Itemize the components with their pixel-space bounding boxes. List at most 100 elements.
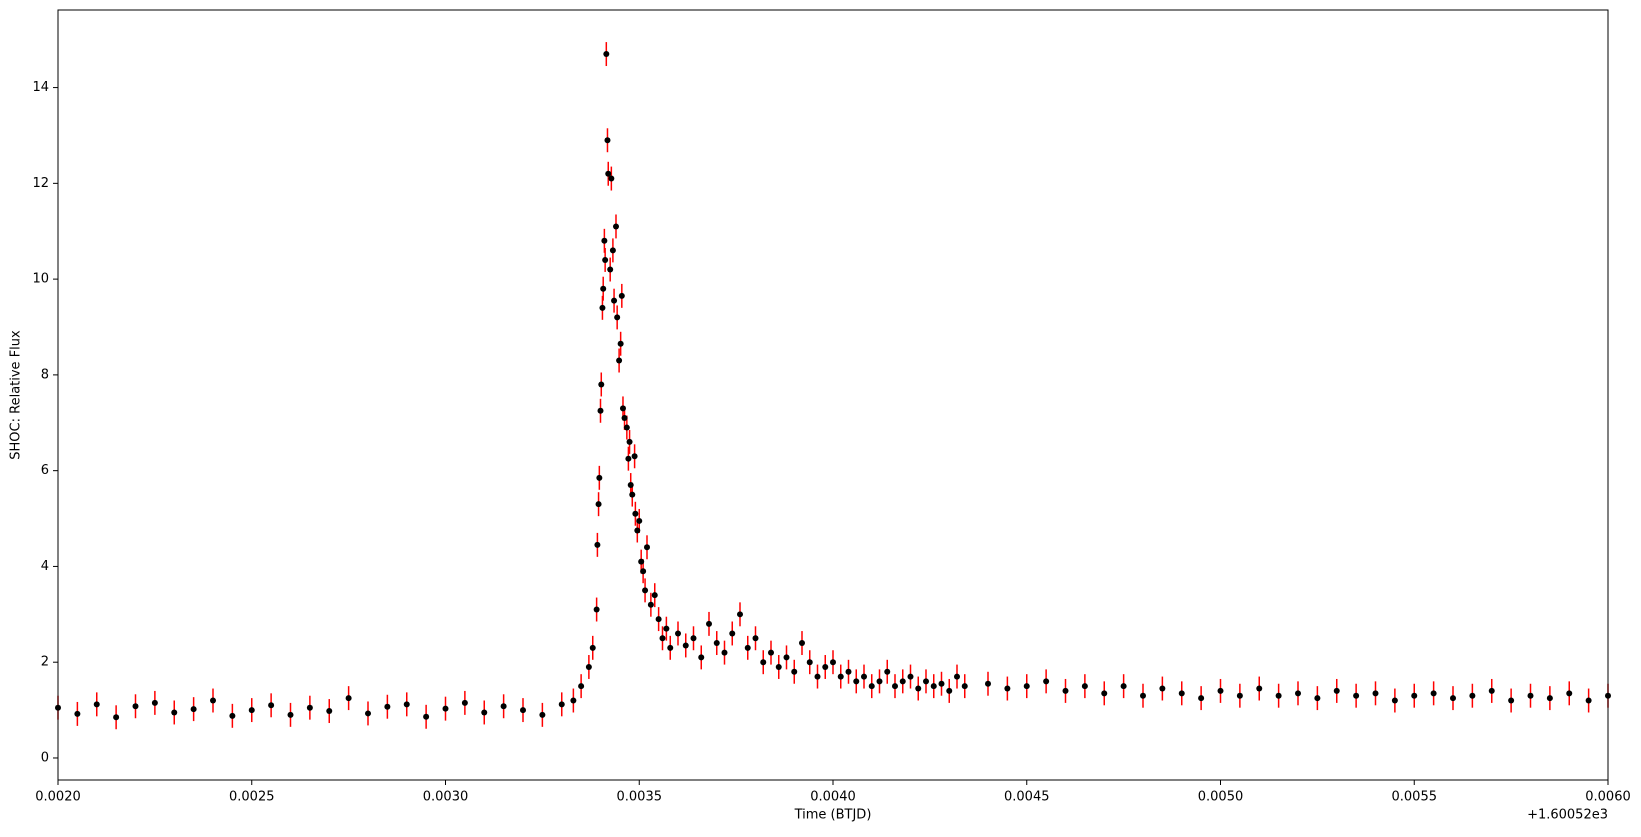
data-point: [625, 455, 632, 462]
data-point: [1081, 683, 1088, 690]
data-point: [629, 491, 636, 498]
data-point: [1333, 687, 1340, 694]
data-point: [923, 678, 929, 685]
data-point: [1101, 690, 1108, 697]
x-axis-label: Time (BTJD): [794, 808, 872, 823]
data-point: [752, 635, 759, 642]
data-point: [423, 713, 430, 720]
data-point: [806, 659, 813, 666]
data-point: [1391, 697, 1398, 704]
data-point: [608, 175, 615, 182]
data-point: [365, 710, 371, 717]
data-point: [609, 247, 616, 254]
data-point: [585, 663, 592, 670]
data-point: [229, 712, 236, 719]
y-axis-label: SHOC: Relative Flux: [9, 330, 24, 460]
data-point: [1353, 692, 1360, 699]
data-point: [675, 630, 681, 637]
data-point: [442, 705, 449, 712]
data-point: [634, 527, 641, 534]
data-point: [345, 695, 352, 702]
x-tick-label: 0.0045: [1004, 790, 1050, 805]
data-point: [597, 407, 604, 414]
y-tick-label: 14: [32, 80, 49, 95]
data-point: [961, 683, 968, 690]
data-point: [783, 654, 790, 661]
data-point: [706, 620, 712, 627]
data-point: [596, 474, 603, 481]
data-point: [1217, 687, 1224, 694]
data-point: [632, 510, 639, 517]
data-point: [737, 611, 743, 618]
data-point: [210, 697, 216, 704]
data-point: [1062, 687, 1069, 694]
data-point: [481, 709, 488, 716]
data-point: [626, 438, 633, 445]
data-point: [985, 680, 991, 687]
data-point: [607, 266, 614, 273]
data-point: [768, 649, 774, 656]
data-point: [636, 517, 643, 524]
data-point: [616, 357, 623, 364]
data-point: [698, 654, 705, 661]
data-point: [760, 659, 767, 666]
x-tick-label: 0.0030: [423, 790, 469, 805]
y-tick-label: 6: [41, 463, 49, 478]
data-point: [618, 292, 625, 299]
data-point: [500, 703, 507, 710]
data-point: [915, 685, 922, 692]
data-point: [1527, 692, 1534, 699]
data-point: [1295, 690, 1301, 697]
data-point: [627, 482, 634, 489]
data-point: [631, 453, 638, 460]
data-point: [799, 640, 805, 647]
data-point: [248, 707, 255, 714]
data-point: [651, 592, 658, 599]
data-point: [326, 708, 333, 715]
data-point: [539, 711, 546, 718]
data-point: [642, 587, 649, 594]
data-point: [884, 668, 891, 675]
data-point: [403, 701, 410, 708]
data-point: [74, 710, 81, 717]
data-point: [461, 699, 468, 706]
data-point: [822, 663, 829, 670]
data-point: [814, 673, 821, 680]
data-point: [1256, 685, 1263, 692]
data-point: [1450, 695, 1456, 702]
x-tick-label: 0.0025: [229, 790, 275, 805]
data-point: [611, 297, 618, 304]
data-point: [520, 707, 526, 714]
data-point: [853, 678, 860, 685]
data-point: [690, 635, 697, 642]
y-tick-label: 8: [41, 367, 49, 382]
data-point: [1178, 690, 1185, 697]
data-point: [600, 285, 607, 292]
data-point: [594, 541, 601, 548]
x-tick-label: 0.0035: [617, 790, 663, 805]
data-point: [1140, 692, 1146, 699]
data-point: [623, 424, 630, 431]
data-point: [599, 304, 606, 311]
data-point: [1275, 692, 1282, 699]
data-point: [1372, 690, 1379, 697]
data-point: [655, 616, 662, 623]
data-point: [287, 711, 294, 718]
data-point: [593, 606, 600, 613]
data-point: [907, 673, 914, 680]
data-point: [1159, 685, 1166, 692]
data-point: [601, 237, 608, 244]
data-point: [744, 644, 751, 651]
data-point: [595, 501, 602, 508]
data-point: [775, 663, 782, 670]
data-point: [721, 649, 728, 656]
data-point: [113, 714, 120, 721]
data-point: [1488, 687, 1495, 694]
data-point: [384, 703, 391, 710]
data-point: [667, 644, 674, 651]
y-tick-label: 4: [41, 559, 49, 574]
data-point: [617, 340, 624, 347]
data-point: [954, 673, 960, 680]
